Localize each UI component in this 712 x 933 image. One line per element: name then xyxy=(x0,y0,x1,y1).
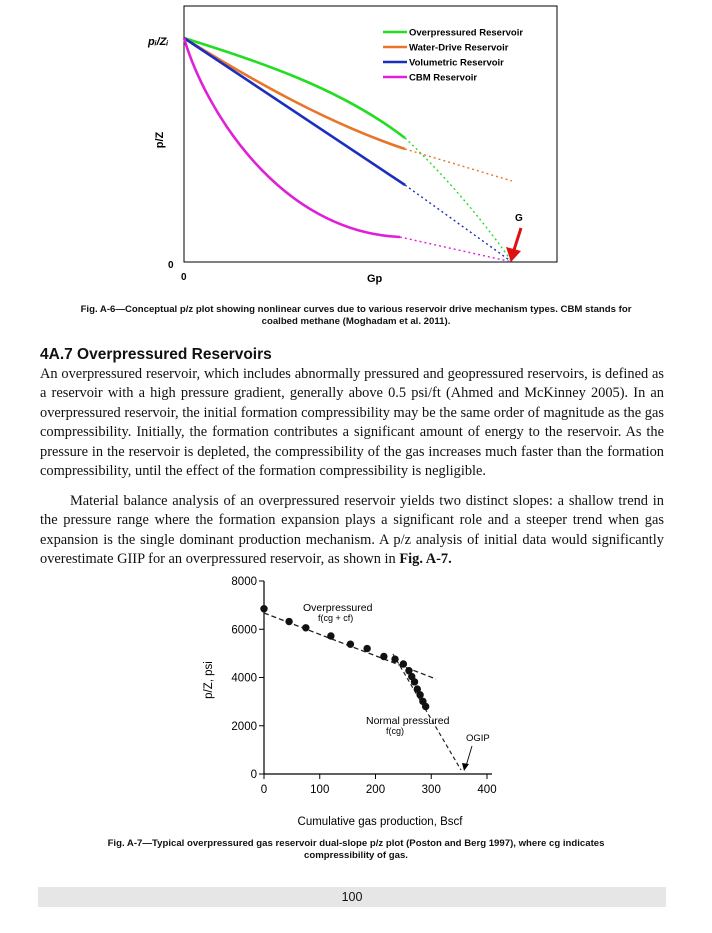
legend-label-volumetric: Volumetric Reservoir xyxy=(409,58,504,69)
y-tick-label: 6000 xyxy=(231,624,257,636)
data-point xyxy=(327,632,335,640)
fig-a6-caption-line1: Fig. A-6—Conceptual p/z plot showing non… xyxy=(80,304,632,315)
g-marker-label: G xyxy=(515,213,523,224)
fig-a6-x-axis-label: Gp xyxy=(367,273,383,285)
body-paragraph-2-text: Material balance analysis of an overpres… xyxy=(40,493,664,568)
y-tick-label: 0 xyxy=(251,769,257,781)
ogip-arrow-shaft xyxy=(465,745,473,767)
cbm-extrapolation xyxy=(399,236,513,263)
fig-a6-y-top-label: pᵢ/Zᵢ xyxy=(147,36,168,48)
volumetric-curve xyxy=(183,36,406,187)
fig-a6-legend: Overpressured Reservoir Water-Drive Rese… xyxy=(383,28,523,84)
data-point xyxy=(380,652,388,661)
data-point xyxy=(399,660,408,668)
volumetric-extrapolation xyxy=(404,184,513,263)
y-tick-label: 4000 xyxy=(231,673,257,685)
fig-a6-caption: Fig. A-6—Conceptual p/z plot showing non… xyxy=(40,304,672,328)
legend-label-water-drive: Water-Drive Reservoir xyxy=(409,43,509,54)
fig-a7-reference: Fig. A-7. xyxy=(399,551,452,568)
data-point xyxy=(421,702,430,711)
data-point xyxy=(363,644,371,653)
data-point xyxy=(416,691,424,699)
legend-label-overpressured: Overpressured Reservoir xyxy=(409,28,523,39)
section-heading: 4A.7 Overpressured Reservoirs xyxy=(40,346,272,363)
ogip-annotation: OGIP xyxy=(466,733,490,744)
fig-a7-x-axis-label: Cumulative gas production, Bscf xyxy=(298,816,464,828)
fig-a6-plot-frame xyxy=(183,5,558,263)
data-point xyxy=(413,685,422,693)
fig-a7-y-axis-label: p/Z, psi xyxy=(203,661,215,699)
ogip-arrow-head xyxy=(462,763,469,771)
fig-a6-chart: G Overpressured Reservoir Water-Drive Re… xyxy=(147,5,558,285)
normal-pressured-formula: f(cg) xyxy=(386,726,404,736)
x-tick-label: 200 xyxy=(366,784,385,796)
x-tick-label: 400 xyxy=(477,784,496,796)
overpressured-extrapolation xyxy=(404,137,513,263)
fig-a6-y-axis-label: p/Z xyxy=(154,131,166,148)
normal-pressured-trend-line xyxy=(392,653,462,771)
y-tick-label: 2000 xyxy=(231,721,257,733)
overpressured-curve xyxy=(183,36,406,140)
data-point xyxy=(285,617,293,626)
data-point xyxy=(302,624,310,632)
overpressured-annotation: Overpressured xyxy=(303,602,373,614)
fig-a7-caption-line2: compressibility of gas. xyxy=(304,850,408,861)
g-arrow-head xyxy=(506,247,521,262)
data-point xyxy=(405,667,413,675)
water-drive-extrapolation xyxy=(404,148,513,182)
water-drive-curve xyxy=(183,36,406,151)
normal-pressured-annotation: Normal pressured xyxy=(366,715,450,727)
x-tick-label: 0 xyxy=(261,784,267,796)
y-tick-label: 8000 xyxy=(231,576,257,588)
data-point xyxy=(391,655,399,663)
body-paragraph-2: Material balance analysis of an overpres… xyxy=(40,492,664,570)
legend-label-cbm: CBM Reservoir xyxy=(409,73,477,84)
fig-a6-x-zero-label: 0 xyxy=(181,272,187,283)
fig-a6-caption-line2: coalbed methane (Moghadam et al. 2011). xyxy=(261,316,451,327)
page-number: 100 xyxy=(341,890,363,904)
fig-a7-caption: Fig. A-7—Typical overpressured gas reser… xyxy=(40,838,672,862)
g-arrow-shaft xyxy=(512,227,523,251)
data-point xyxy=(260,605,268,613)
body-paragraph-1: An overpressured reservoir, which includ… xyxy=(40,366,664,480)
x-tick-label: 300 xyxy=(422,784,441,796)
page-footer: 100 xyxy=(38,887,666,907)
fig-a7-caption-line1: Fig. A-7—Typical overpressured gas reser… xyxy=(107,838,605,849)
data-point xyxy=(410,678,419,686)
fig-a6-y-zero-label: 0 xyxy=(168,260,174,271)
overpressured-formula: f(cg + cf) xyxy=(318,613,353,623)
x-tick-label: 100 xyxy=(310,784,329,796)
cbm-curve xyxy=(182,37,401,239)
data-point xyxy=(346,640,355,648)
